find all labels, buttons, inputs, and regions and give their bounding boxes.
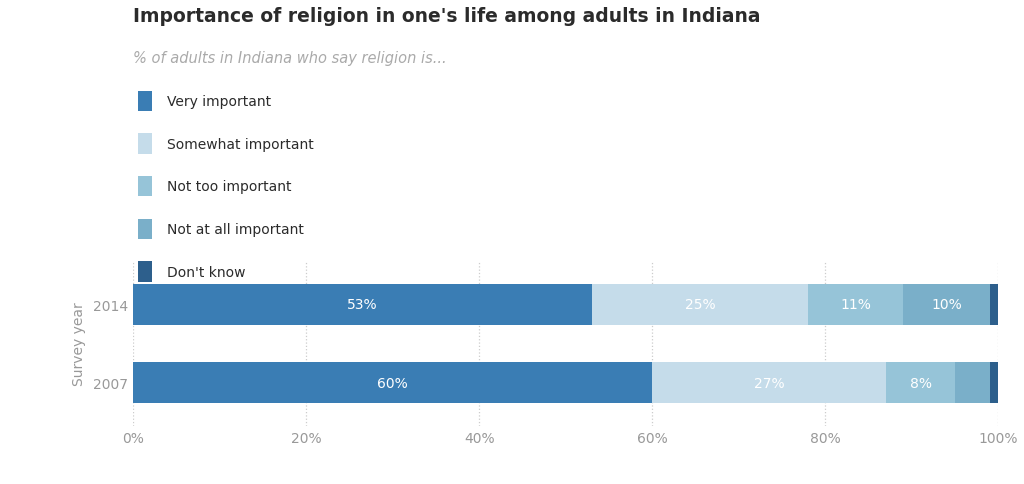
- Text: Very important: Very important: [167, 95, 271, 108]
- Bar: [903, 284, 990, 325]
- Text: 60%: 60%: [377, 376, 409, 390]
- Text: 25%: 25%: [685, 298, 715, 311]
- Text: Importance of religion in one's life among adults in Indiana: Importance of religion in one's life amo…: [133, 7, 761, 26]
- Bar: [955, 363, 990, 403]
- Text: Not too important: Not too important: [167, 180, 292, 194]
- Bar: [808, 284, 903, 325]
- Text: Not at all important: Not at all important: [167, 223, 304, 236]
- Bar: [886, 363, 955, 403]
- Text: Somewhat important: Somewhat important: [167, 137, 313, 151]
- Text: 8%: 8%: [909, 376, 932, 390]
- Bar: [990, 363, 998, 403]
- Text: 11%: 11%: [840, 298, 871, 311]
- Bar: [990, 284, 998, 325]
- Bar: [652, 363, 886, 403]
- Text: 27%: 27%: [754, 376, 784, 390]
- Text: 10%: 10%: [931, 298, 962, 311]
- Bar: [133, 284, 592, 325]
- Bar: [133, 363, 652, 403]
- Y-axis label: Survey year: Survey year: [72, 302, 86, 385]
- Text: % of adults in Indiana who say religion is...: % of adults in Indiana who say religion …: [133, 51, 446, 66]
- Text: 53%: 53%: [347, 298, 378, 311]
- Bar: [592, 284, 808, 325]
- Text: Don't know: Don't know: [167, 265, 246, 279]
